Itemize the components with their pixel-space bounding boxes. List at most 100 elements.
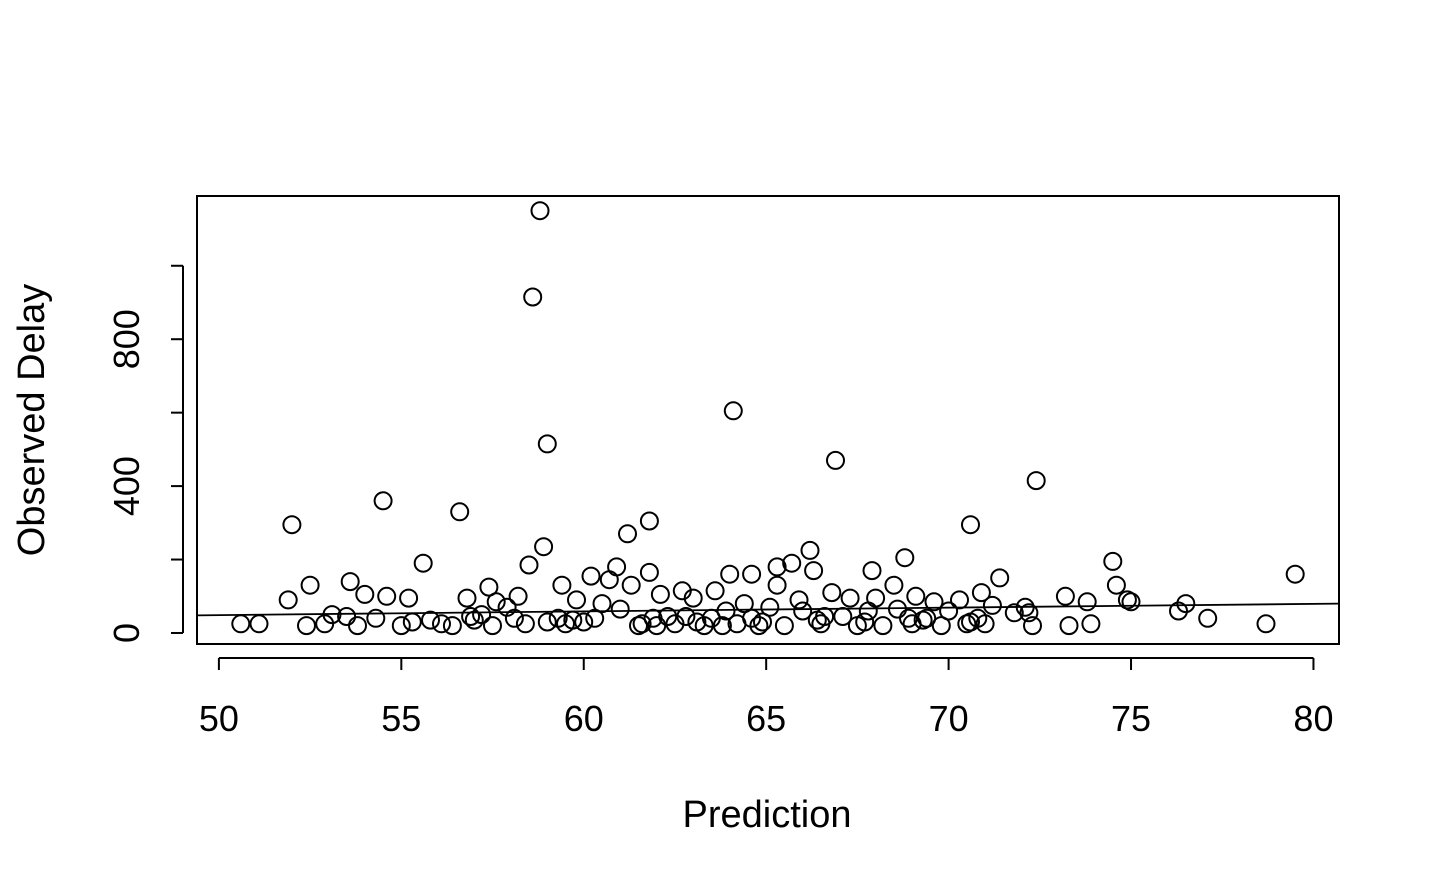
data-point [742, 608, 762, 628]
data-point [391, 616, 411, 636]
data-point [457, 588, 477, 608]
data-point [300, 575, 320, 595]
data-point [421, 610, 440, 630]
data-point [402, 612, 422, 632]
fit-line [196, 602, 1340, 617]
data-point [1285, 564, 1305, 584]
points-layer [231, 201, 1305, 636]
data-point [515, 614, 535, 634]
data-point [337, 607, 357, 626]
data-point [720, 564, 740, 584]
data-point [340, 572, 360, 592]
data-point [884, 575, 904, 595]
data-point [552, 575, 572, 595]
data-point [1026, 471, 1046, 491]
data-point [1117, 590, 1137, 610]
data-point [782, 553, 802, 573]
data-point [282, 515, 302, 535]
fit-line-layer [196, 602, 1340, 617]
data-point [961, 515, 980, 535]
data-point [742, 564, 762, 584]
data-point [315, 614, 335, 634]
data-point [278, 590, 298, 610]
data-point [1121, 592, 1141, 612]
data-point [249, 614, 269, 634]
data-point [464, 610, 484, 630]
data-point [822, 583, 842, 603]
data-point [800, 540, 820, 560]
data-point [486, 592, 506, 612]
data-point [534, 537, 554, 557]
data-point [982, 595, 1002, 615]
data-point [1015, 597, 1035, 617]
data-point [939, 601, 959, 621]
data-point [658, 607, 678, 626]
data-point [1055, 586, 1075, 606]
data-point [676, 607, 696, 626]
data-point [833, 607, 853, 626]
data-point [297, 616, 316, 636]
data-point [607, 557, 627, 577]
data-point [683, 588, 703, 608]
data-point [971, 583, 991, 603]
plot-frame [196, 195, 1340, 645]
data-point [366, 608, 386, 628]
data-point [1004, 603, 1024, 623]
data-point [348, 616, 367, 636]
data-point [479, 577, 499, 597]
data-point [1106, 575, 1126, 595]
data-point [858, 601, 878, 621]
data-point [1059, 616, 1079, 636]
data-point [592, 594, 612, 614]
data-point [508, 586, 528, 606]
data-point [931, 616, 951, 636]
data-point [567, 590, 586, 610]
y-tick-label: 800 [106, 309, 147, 369]
data-point [413, 553, 433, 573]
data-point [840, 588, 860, 608]
data-point [899, 608, 918, 628]
data-point [1176, 594, 1196, 614]
x-tick-label: 55 [381, 698, 421, 739]
data-point [855, 612, 875, 632]
data-point [519, 555, 539, 575]
data-point [866, 588, 886, 608]
data-point [1023, 616, 1042, 636]
data-point [377, 586, 397, 606]
data-point [701, 608, 721, 628]
data-point [581, 566, 601, 586]
data-point [650, 584, 670, 604]
y-axis: 0 400 800 [106, 264, 184, 643]
data-point [563, 610, 583, 630]
data-point [632, 614, 652, 634]
x-tick-label: 65 [746, 698, 786, 739]
x-tick-label: 75 [1111, 698, 1151, 739]
data-point [687, 612, 707, 632]
data-point [432, 614, 451, 634]
data-point [990, 568, 1010, 588]
data-point [950, 590, 969, 610]
data-point [618, 524, 637, 544]
data-point [450, 502, 470, 522]
data-point [461, 607, 481, 626]
data-point [537, 612, 557, 632]
data-point [1103, 551, 1123, 571]
data-point [639, 511, 659, 531]
data-point [585, 608, 605, 628]
x-axis: 50 55 60 65 70 75 80 [199, 657, 1333, 739]
data-point [523, 287, 543, 307]
data-point [789, 590, 809, 610]
x-axis-title: Prediction [683, 794, 852, 836]
x-tick-label: 70 [929, 698, 969, 739]
data-point [888, 599, 907, 619]
data-point [599, 570, 619, 590]
data-point [913, 610, 933, 630]
data-point [753, 612, 772, 632]
x-tick-label: 50 [199, 698, 239, 739]
data-point [749, 616, 769, 636]
data-point [924, 592, 944, 612]
data-point [961, 612, 980, 632]
y-tick-label: 0 [106, 623, 147, 643]
data-point [621, 575, 641, 595]
